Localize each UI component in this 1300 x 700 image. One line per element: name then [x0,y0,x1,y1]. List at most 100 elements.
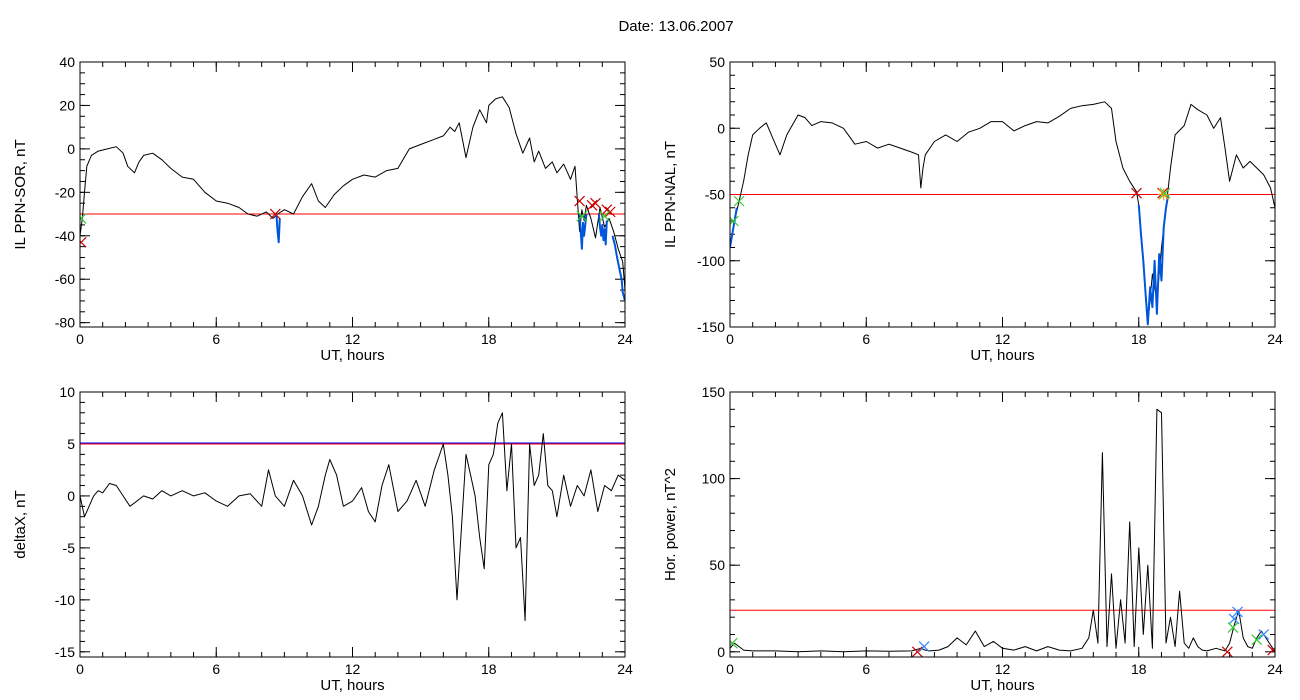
marker-x [599,210,610,222]
data-series-line [80,412,625,622]
x-tick-label: 18 [481,661,497,677]
marker-x [604,206,616,218]
marker-x [576,210,588,222]
plot-area [730,101,1275,326]
y-tick-label: -20 [55,184,75,200]
y-tick-label: 50 [709,54,725,70]
marker-stroke [590,197,601,209]
y-tick-label: -80 [55,315,75,331]
y-tick-label: -50 [705,187,725,203]
y-tick-label: 0 [67,141,75,157]
marker-x [269,208,281,220]
marker-stroke [576,210,588,222]
marker-x [601,204,613,216]
marker-x [1258,629,1270,640]
x-tick-label: 12 [995,661,1011,677]
y-tick-label: 50 [709,557,725,573]
x-tick-label: 0 [76,331,84,347]
marker-x [1159,187,1171,199]
event-series-line [597,213,608,246]
marker-stroke [1267,646,1275,656]
y-axis-label: Hor. power, nT^2 [662,468,679,581]
chart-panel-bottom-left: 0 6 12 18 24 -15 -10 -5 0 5 10 UT, hours deltaX, nT [12,384,633,694]
event-series-line [275,213,281,244]
y-tick-label: 5 [67,436,75,452]
y-tick-label: 0 [67,488,75,504]
chart-panel-top-left: 0 6 12 18 24 -80 -60 -40 -20 0 20 40 UT, hours IL PPN… [12,54,633,364]
x-tick-label: 6 [862,331,870,347]
x-tick-label: 24 [617,331,633,347]
marker-stroke [1131,187,1142,199]
y-axis-label: IL PPN-SOR, nT [12,139,29,249]
marker-x [80,236,87,248]
event-series-line [730,207,738,248]
y-tick-label: 150 [702,384,726,400]
x-tick-label: 6 [862,661,870,677]
marker-x [1228,613,1240,625]
data-series-line [80,96,625,291]
marker-x [733,195,745,207]
data-series-line [730,101,1275,325]
plot-area [80,412,625,622]
marker-x [1227,622,1239,633]
marker-x [80,212,87,224]
x-tick-label: 18 [481,331,497,347]
marker-stroke [604,206,616,218]
y-tick-label: 0 [717,120,725,136]
marker-stroke [1227,622,1239,633]
marker-stroke [733,195,745,207]
y-tick-label: -150 [697,319,725,335]
x-axis-label: UT, hours [320,677,384,694]
event-series-line [1137,194,1170,326]
x-tick-label: 0 [726,331,734,347]
plot-frame [79,61,626,328]
marker-stroke [1228,613,1240,625]
y-tick-label: -60 [55,271,75,287]
marker-stroke [911,646,923,657]
x-tick-label: 6 [212,331,220,347]
marker-stroke [1159,187,1171,199]
marker-x [590,197,601,209]
x-tick-label: 24 [1267,661,1283,677]
x-tick-label: 6 [212,661,220,677]
x-tick-label: 12 [345,331,361,347]
x-tick-label: 18 [1131,661,1147,677]
marker-stroke [1232,606,1243,618]
data-series-line [730,408,1275,653]
x-tick-label: 24 [1267,331,1283,347]
marker-x [1251,634,1263,646]
plot-frame [729,61,1276,328]
marker-stroke [80,236,87,245]
marker-x [586,199,598,211]
y-tick-label: 10 [59,384,75,400]
event-series-line [578,213,588,250]
x-tick-label: 12 [345,661,361,677]
marker-x [918,641,930,653]
marker-stroke [1221,646,1233,657]
y-axis-label: deltaX, nT [12,490,29,558]
y-tick-label: -40 [55,228,75,244]
marker-x [1221,646,1233,657]
marker-x [574,195,586,207]
y-axis-label: IL PPN-NAL, nT [662,141,679,248]
marker-stroke [599,210,610,222]
x-tick-label: 24 [617,661,633,677]
marker-x [730,637,738,649]
marker-stroke [730,637,738,647]
chart-panel-bottom-right: 0 6 12 18 24 0 50 100 150 UT, hours Hor. power, nT… [662,384,1283,694]
x-axis-label: UT, hours [970,677,1034,694]
marker-x [1131,187,1142,199]
marker-x [1232,606,1243,618]
marker-stroke [586,199,598,211]
marker-stroke [918,641,930,653]
plot-area [80,96,625,302]
marker-stroke [80,212,87,221]
chart-title: Date: 13.06.2007 [618,18,734,35]
plot-area [730,408,1275,657]
y-tick-label: 20 [59,97,75,113]
marker-stroke [601,204,613,216]
marker-stroke [574,195,586,207]
y-tick-label: -10 [55,592,75,608]
plot-frame [79,391,626,658]
